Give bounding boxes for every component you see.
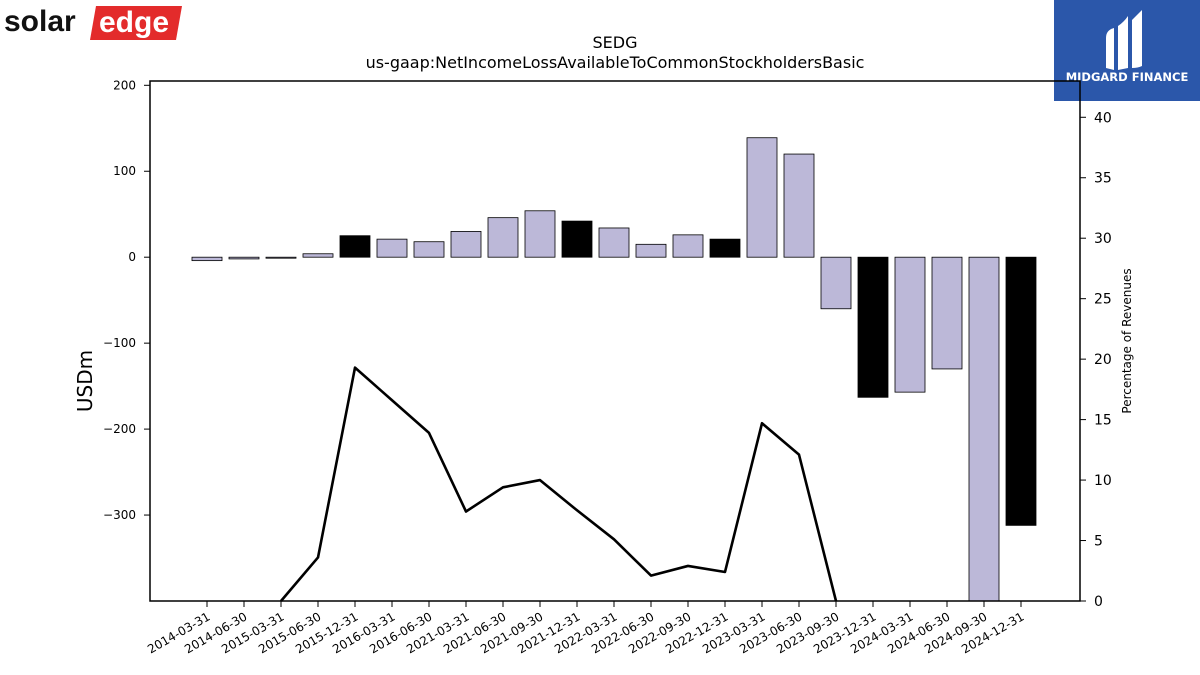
y-tick-label: 100 [113, 164, 136, 178]
y2-tick-label: 10 [1094, 473, 1112, 489]
y2-tick-label: 35 [1094, 171, 1112, 187]
bar-2016-03-31 [376, 238, 408, 258]
bar-2023-12-31 [857, 256, 889, 398]
bar-2024-12-31 [1005, 256, 1037, 526]
y2-axis-label: Percentage of Revenues [1120, 268, 1134, 413]
solaredge-logo: solar edge [4, 5, 182, 40]
bar-2015-12-31 [339, 235, 371, 258]
y-tick-label: 200 [113, 78, 136, 92]
publisher-name: MIDGARD FINANCE [1066, 70, 1189, 84]
logo-red-tag [90, 6, 182, 40]
y-tick-label: 0 [128, 250, 136, 264]
bar-2021-06-30 [487, 217, 519, 258]
y-tick-label: −300 [103, 508, 136, 522]
bar-2024-06-30 [931, 256, 963, 370]
y2-tick-label: 20 [1094, 352, 1112, 368]
midgard-mark-icon: MIDGARD FINANCE [1066, 10, 1189, 84]
bar-2021-03-31 [450, 231, 482, 258]
y2-tick-label: 15 [1094, 413, 1112, 429]
y-tick-label: −100 [103, 336, 136, 350]
bar-2022-12-31 [709, 238, 741, 258]
bar-2021-12-31 [561, 220, 593, 258]
y2-tick-label: 5 [1094, 534, 1103, 550]
bar-2021-09-30 [524, 210, 556, 258]
bar-2024-09-30 [968, 256, 1000, 602]
bar-2023-06-30 [783, 153, 815, 258]
y2-tick-label: 25 [1094, 292, 1112, 308]
logo-text-edge: edge [99, 6, 169, 39]
y2-tick-label: 40 [1094, 110, 1112, 126]
logo-text-solar: solar [4, 5, 76, 38]
plot-frame [149, 80, 1081, 602]
bar-2023-03-31 [746, 137, 778, 258]
bar-2022-03-31 [598, 227, 630, 258]
bar-2015-03-31 [265, 256, 297, 259]
y-axis-label: USDm [73, 350, 97, 412]
bar-2022-06-30 [635, 243, 667, 258]
bar-2015-06-30 [302, 253, 334, 258]
bar-2016-06-30 [413, 241, 445, 258]
chart-subtitle: us-gaap:NetIncomeLossAvailableToCommonSt… [365, 53, 865, 72]
y-tick-label: −200 [103, 422, 136, 436]
midgard-finance-logo: MIDGARD FINANCE [1054, 0, 1200, 101]
chart-title: SEDG [592, 33, 638, 52]
bar-2022-09-30 [672, 234, 704, 258]
bar-2023-09-30 [820, 256, 852, 310]
percentage-line [280, 366, 838, 602]
y2-tick-label: 30 [1094, 231, 1112, 247]
bar-2014-03-31 [191, 256, 223, 262]
bar-2014-06-30 [228, 256, 260, 260]
bar-2024-03-31 [894, 256, 926, 393]
y2-tick-label: 0 [1094, 594, 1103, 610]
